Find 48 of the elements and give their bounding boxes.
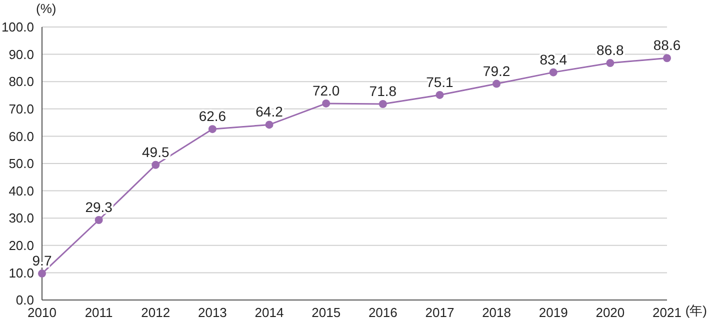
x-tick-label: 2017 bbox=[425, 305, 454, 320]
point bbox=[492, 80, 501, 88]
y-tick-label: 90.0 bbox=[8, 46, 34, 62]
y-tick-label: 60.0 bbox=[8, 128, 34, 144]
x-tick-label: 2014 bbox=[254, 305, 284, 320]
data-label: 79.2 bbox=[482, 62, 510, 79]
y-tick-label: 20.0 bbox=[8, 238, 34, 254]
data-label: 75.1 bbox=[426, 74, 454, 90]
x-tick-label: 2018 bbox=[482, 305, 512, 320]
y-tick-label: 100.0 bbox=[1, 20, 34, 35]
x-axis-title: (年) bbox=[685, 302, 707, 320]
x-tick-label: 2010 bbox=[28, 305, 56, 320]
point bbox=[152, 160, 160, 169]
y-tick-label: 70.0 bbox=[8, 102, 34, 117]
data-label: 71.8 bbox=[369, 82, 397, 99]
y-tick-label: 40.0 bbox=[8, 183, 34, 198]
point bbox=[436, 90, 444, 99]
data-label: 88.6 bbox=[653, 37, 681, 54]
point bbox=[94, 216, 103, 224]
point bbox=[322, 99, 330, 108]
point bbox=[549, 68, 558, 76]
point bbox=[606, 59, 614, 68]
y-tick-label: 50.0 bbox=[8, 156, 34, 172]
x-tick-label: 2020 bbox=[596, 305, 625, 320]
data-label: 62.6 bbox=[198, 108, 226, 124]
x-tick-label: 2012 bbox=[141, 305, 170, 320]
data-label: 64.2 bbox=[256, 104, 284, 120]
data-label: 49.5 bbox=[142, 144, 170, 160]
y-tick-label: 10.0 bbox=[8, 265, 34, 280]
point bbox=[663, 54, 671, 62]
x-tick-label: 2015 bbox=[312, 305, 341, 320]
data-label: 29.3 bbox=[85, 199, 113, 216]
data-label: 86.8 bbox=[596, 42, 624, 58]
y-tick-label: 80.0 bbox=[8, 74, 34, 90]
y-axis-title: (%) bbox=[36, 1, 56, 16]
x-tick-label: 2016 bbox=[368, 305, 398, 320]
point bbox=[265, 120, 274, 129]
y-tick-label: 0.0 bbox=[16, 292, 34, 308]
data-label: 72.0 bbox=[312, 82, 340, 98]
point bbox=[38, 270, 46, 278]
point bbox=[378, 100, 387, 108]
data-label: 83.4 bbox=[540, 51, 568, 68]
x-tick-label: 2011 bbox=[84, 305, 113, 320]
y-tick-label: 30.0 bbox=[8, 210, 34, 226]
x-tick-label: 2019 bbox=[538, 305, 568, 320]
x-tick-label: 2021 bbox=[652, 305, 682, 320]
point bbox=[208, 125, 216, 134]
x-tick-label: 2013 bbox=[198, 305, 227, 320]
